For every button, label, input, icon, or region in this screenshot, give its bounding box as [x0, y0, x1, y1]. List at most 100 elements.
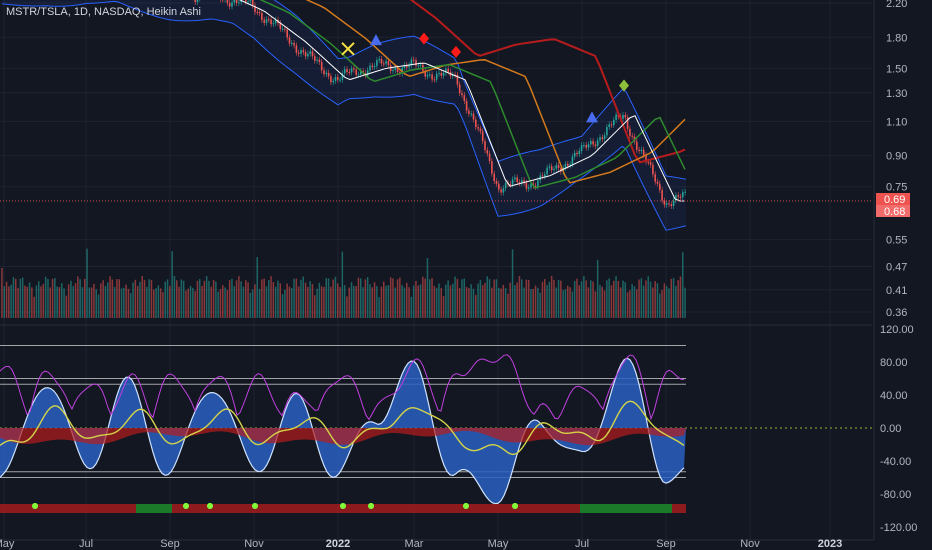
volume-bar	[231, 278, 233, 318]
volume-bar	[548, 281, 551, 318]
volume-bar	[54, 278, 56, 318]
signal-triangle-marker	[586, 111, 598, 123]
candle-body	[649, 162, 652, 165]
volume-bar	[307, 286, 309, 318]
candle-body	[684, 191, 686, 193]
candle-body	[245, 0, 247, 2]
time-tick-label: Jul	[79, 538, 93, 550]
candle-body	[576, 152, 578, 155]
volume-bar	[327, 278, 330, 318]
candle-body	[550, 166, 553, 171]
last-price-label: 0.69	[884, 194, 905, 206]
volume-bar	[550, 276, 553, 318]
candle-body	[341, 73, 344, 80]
price-pane[interactable]	[0, 0, 872, 231]
candle-body	[458, 84, 461, 93]
volume-bar	[670, 278, 672, 318]
volume-bar	[399, 277, 401, 318]
volume-bar	[288, 286, 291, 318]
candle-body	[537, 180, 539, 187]
volume-bar	[656, 283, 659, 318]
candle-body	[286, 29, 288, 38]
volume-bar	[371, 287, 373, 318]
candle-body	[274, 19, 277, 24]
candle-body	[569, 164, 571, 166]
candle-body	[679, 196, 682, 198]
volume-bar	[470, 284, 472, 318]
volume-bar	[571, 291, 574, 318]
volume-bar	[383, 281, 385, 318]
volume-bar	[502, 284, 505, 318]
oscillator-pane[interactable]	[0, 345, 872, 514]
volume-bar	[555, 287, 557, 318]
candle-body	[479, 128, 482, 132]
candle-body	[293, 42, 295, 46]
candle-body	[256, 11, 259, 13]
volume-bar	[603, 290, 606, 318]
candle-body	[417, 65, 420, 67]
volume-bar	[196, 280, 199, 318]
volume-bar	[208, 280, 210, 318]
volume-bar	[392, 278, 394, 318]
candle-body	[318, 59, 321, 62]
volume-bar	[97, 294, 100, 318]
time-tick-label: Sep	[656, 538, 676, 550]
volume-bar	[8, 286, 10, 318]
volume-bar	[672, 278, 675, 318]
volume-bar	[3, 286, 5, 318]
candle-body	[376, 60, 378, 67]
price-axis[interactable]: 2.20 1.80 1.50 1.30 1.10 0.90 0.75 0.55 0.47 0.41…	[873, 0, 917, 540]
candle-body	[291, 42, 293, 44]
volume-bar	[182, 280, 185, 318]
candle-body	[385, 61, 387, 64]
volume-bar	[449, 285, 452, 318]
volume-bar	[118, 279, 120, 318]
candle-body	[325, 72, 328, 75]
volume-bar	[456, 278, 459, 318]
time-tick-label: Nov	[740, 538, 760, 550]
volume-bar	[350, 282, 353, 318]
volume-bar	[141, 276, 143, 318]
volume-bar	[419, 284, 422, 318]
candle-body	[251, 0, 254, 6]
volume-bar	[378, 297, 380, 318]
candle-body	[626, 117, 629, 129]
candle-body	[279, 23, 282, 29]
candle-body	[461, 92, 463, 96]
price-tick-label: 0.90	[886, 151, 907, 163]
volume-bar	[339, 287, 341, 318]
volume-bar	[90, 287, 93, 318]
candle-body	[378, 59, 380, 61]
candle-body	[445, 68, 447, 73]
candle-body	[580, 145, 583, 151]
volume-bar	[233, 286, 235, 318]
candle-body	[281, 28, 284, 30]
bollinger-fill	[2, 0, 686, 231]
volume-bar	[47, 279, 49, 318]
candle-body	[320, 61, 323, 71]
candle-body	[578, 150, 581, 155]
volume-bar	[192, 287, 194, 318]
volume-bar	[88, 287, 91, 318]
volume-bar	[590, 280, 592, 318]
volume-bar	[35, 285, 38, 318]
candle-body	[498, 183, 500, 190]
volume-bar	[615, 276, 617, 318]
candle-body	[514, 177, 516, 180]
volume-bar	[514, 285, 516, 318]
time-tick-label: May	[0, 538, 15, 550]
volume-bar	[31, 287, 33, 318]
price-tick-label: 2.20	[886, 0, 907, 10]
candle-body	[330, 76, 332, 83]
volume-bar	[569, 287, 571, 318]
volume-bar	[77, 276, 79, 318]
volume-bar	[364, 279, 367, 318]
volume-bar	[422, 276, 424, 318]
volume-bar	[139, 281, 141, 318]
time-axis[interactable]: May Jul Sep Nov 2022 Mar May Jul Sep Nov 2023	[0, 538, 874, 550]
volume-bar	[258, 288, 261, 318]
volume-bar	[465, 287, 468, 318]
time-tick-label: 2022	[326, 538, 350, 550]
candle-body	[601, 137, 604, 139]
